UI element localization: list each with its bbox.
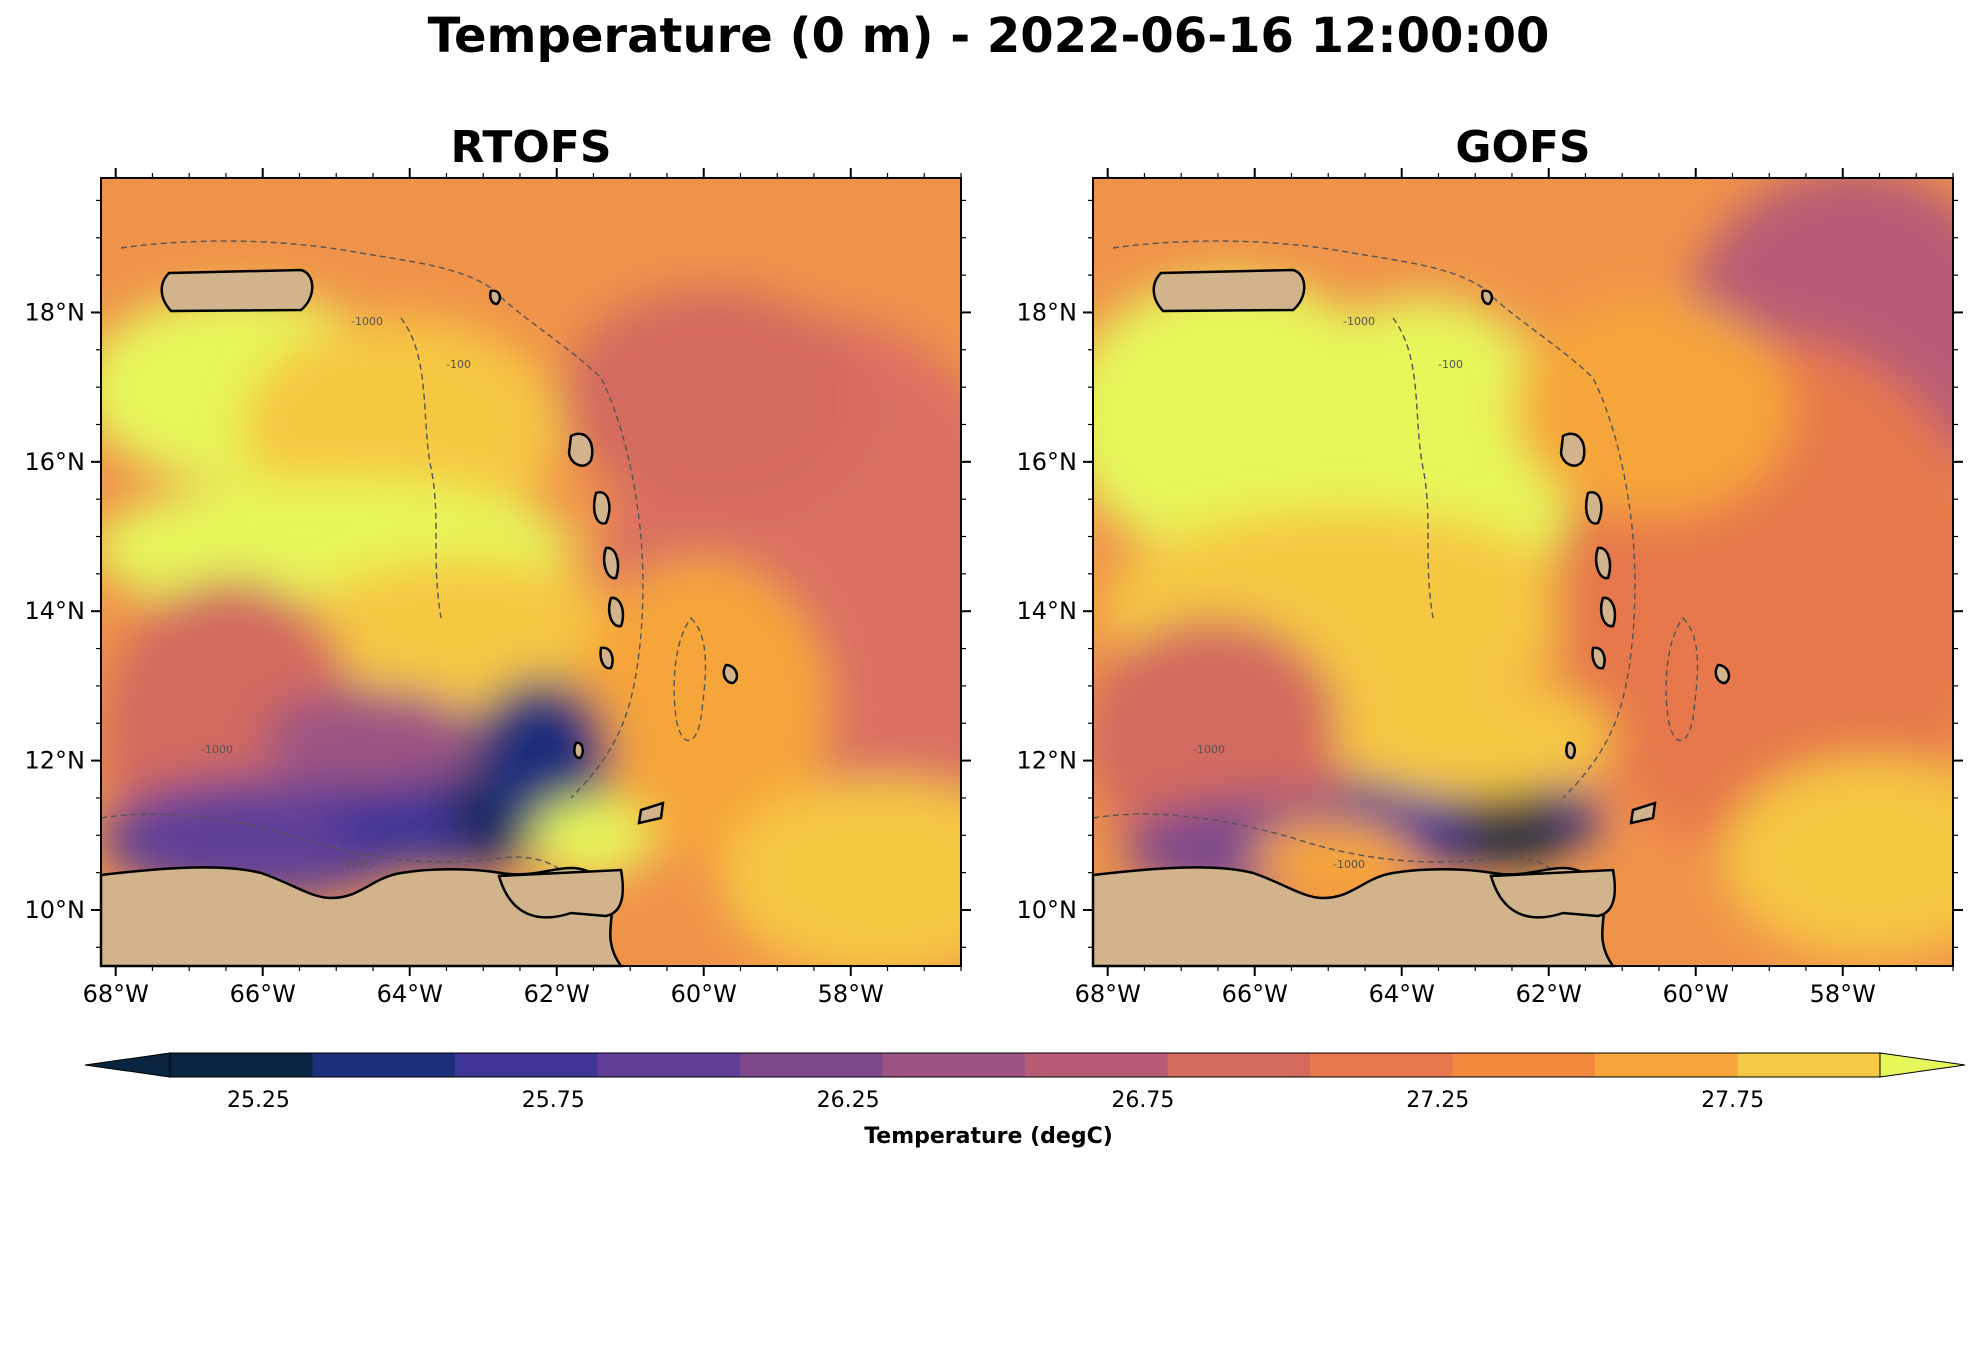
colorbar-tick-label: 26.25 bbox=[816, 1088, 880, 1113]
isobath-label: -1000 bbox=[351, 315, 383, 328]
isobath-label: -1000 bbox=[1333, 858, 1365, 871]
colorbar-segment bbox=[1452, 1053, 1596, 1077]
colorbar-segment bbox=[312, 1053, 456, 1077]
isobath-labels: -1000 -100 -1000 -1000 bbox=[201, 315, 471, 871]
colorbar-segment bbox=[740, 1053, 883, 1077]
colorbar-tick-label: 25.25 bbox=[226, 1088, 290, 1113]
axis-ticks bbox=[1083, 168, 1963, 976]
lat-tick-label: 10°N bbox=[1017, 896, 1078, 924]
lat-tick-label: 10°N bbox=[25, 896, 86, 924]
island bbox=[637, 801, 665, 825]
isobath-label: -1000 bbox=[1343, 315, 1375, 328]
lon-tick-label: 64°W bbox=[1369, 980, 1435, 1008]
colorbar-segment bbox=[882, 1053, 1026, 1077]
island bbox=[722, 663, 739, 685]
island bbox=[1629, 801, 1657, 825]
lon-tick-label: 62°W bbox=[1516, 980, 1582, 1008]
rtofs-map: -1000 -100 -1000 -1000 68°W 66°W 64°W 62°W 6… bbox=[25, 168, 971, 1008]
island bbox=[573, 741, 585, 760]
lat-tick-label: 16°N bbox=[25, 448, 86, 476]
island bbox=[1594, 546, 1612, 580]
isobath-label: -100 bbox=[446, 358, 471, 371]
isobath-labels: -1000 -100 -1000 -1000 bbox=[1193, 315, 1463, 871]
lon-tick-label: 68°W bbox=[1075, 980, 1141, 1008]
colorbar-segment bbox=[455, 1053, 598, 1077]
lon-tick-label: 60°W bbox=[1663, 980, 1729, 1008]
panel-title-rtofs: RTOFS bbox=[450, 122, 612, 173]
colorbar-tick-label: 25.75 bbox=[521, 1088, 585, 1113]
island bbox=[1481, 289, 1494, 306]
lat-tick-label: 12°N bbox=[25, 747, 86, 775]
figure-title: Temperature (0 m) - 2022-06-16 12:00:00 bbox=[427, 8, 1550, 64]
colorbar-tick-label: 27.25 bbox=[1406, 1088, 1470, 1113]
island bbox=[489, 289, 502, 306]
lon-tick-label: 66°W bbox=[230, 980, 296, 1008]
trinidad bbox=[497, 868, 625, 919]
colorbar-label: Temperature (degC) bbox=[864, 1124, 1113, 1149]
colorbar-tick-label: 27.75 bbox=[1701, 1088, 1765, 1113]
lon-tick-label: 58°W bbox=[818, 980, 884, 1008]
land bbox=[99, 268, 739, 968]
lat-tick-label: 14°N bbox=[1017, 597, 1078, 625]
panel-title-gofs: GOFS bbox=[1455, 122, 1591, 173]
axis-ticks bbox=[91, 168, 971, 976]
colorbar-segment bbox=[597, 1053, 741, 1077]
lat-tick-label: 18°N bbox=[1017, 298, 1078, 326]
gofs-map: -1000 -100 -1000 -1000 68°W 66°W 64°W 62°W 6… bbox=[1017, 168, 1963, 1008]
axis-tick-labels: 68°W 66°W 64°W 62°W 60°W 58°W 10°N 12°N 14°N 16°N… bbox=[1017, 298, 1876, 1008]
lon-tick-label: 68°W bbox=[83, 980, 149, 1008]
colorbar-tick-label: 26.75 bbox=[1111, 1088, 1175, 1113]
lon-tick-label: 66°W bbox=[1222, 980, 1288, 1008]
island bbox=[567, 432, 594, 467]
lat-tick-label: 18°N bbox=[25, 298, 86, 326]
puerto-rico bbox=[1152, 268, 1306, 313]
lat-tick-label: 12°N bbox=[1017, 747, 1078, 775]
lat-tick-label: 16°N bbox=[1017, 448, 1078, 476]
isobaths bbox=[100, 240, 707, 899]
colorbar-segment bbox=[1025, 1053, 1168, 1077]
colorbar-extend-low bbox=[84, 1052, 171, 1078]
island bbox=[1591, 646, 1606, 670]
island bbox=[599, 646, 614, 670]
puerto-rico bbox=[160, 268, 314, 313]
lon-tick-label: 62°W bbox=[524, 980, 590, 1008]
colorbar-frame bbox=[169, 1052, 1881, 1078]
island bbox=[1584, 491, 1603, 525]
colorbar-segment bbox=[1167, 1053, 1311, 1077]
lon-tick-label: 64°W bbox=[377, 980, 443, 1008]
map-frame bbox=[100, 177, 962, 967]
colorbar-extend-high bbox=[1879, 1052, 1966, 1078]
lon-tick-label: 60°W bbox=[671, 980, 737, 1008]
isobath-label: -1000 bbox=[341, 858, 373, 871]
island bbox=[607, 596, 625, 628]
colorbar-segment bbox=[1737, 1053, 1881, 1077]
land bbox=[1091, 268, 1731, 968]
colorbar bbox=[84, 1052, 1966, 1078]
isobaths bbox=[1092, 240, 1699, 899]
sst-anomalies bbox=[101, 288, 961, 966]
isobath-label: -1000 bbox=[201, 743, 233, 756]
island bbox=[1714, 663, 1731, 685]
isobath-label: -1000 bbox=[1193, 743, 1225, 756]
trinidad bbox=[1489, 868, 1617, 919]
island bbox=[602, 546, 620, 580]
island bbox=[592, 491, 611, 525]
isobath-label: -100 bbox=[1438, 358, 1463, 371]
colorbar-segment bbox=[1595, 1053, 1738, 1077]
colorbar-segment bbox=[170, 1053, 313, 1077]
colorbar-segment bbox=[1310, 1053, 1453, 1077]
lat-tick-label: 14°N bbox=[25, 597, 86, 625]
map-frame bbox=[1092, 177, 1954, 967]
lon-tick-label: 58°W bbox=[1810, 980, 1876, 1008]
island bbox=[1559, 432, 1586, 467]
island bbox=[1565, 741, 1577, 760]
axis-tick-labels: 68°W 66°W 64°W 62°W 60°W 58°W 10°N 12°N 14°N 16°N… bbox=[25, 298, 884, 1008]
island bbox=[1599, 596, 1617, 628]
